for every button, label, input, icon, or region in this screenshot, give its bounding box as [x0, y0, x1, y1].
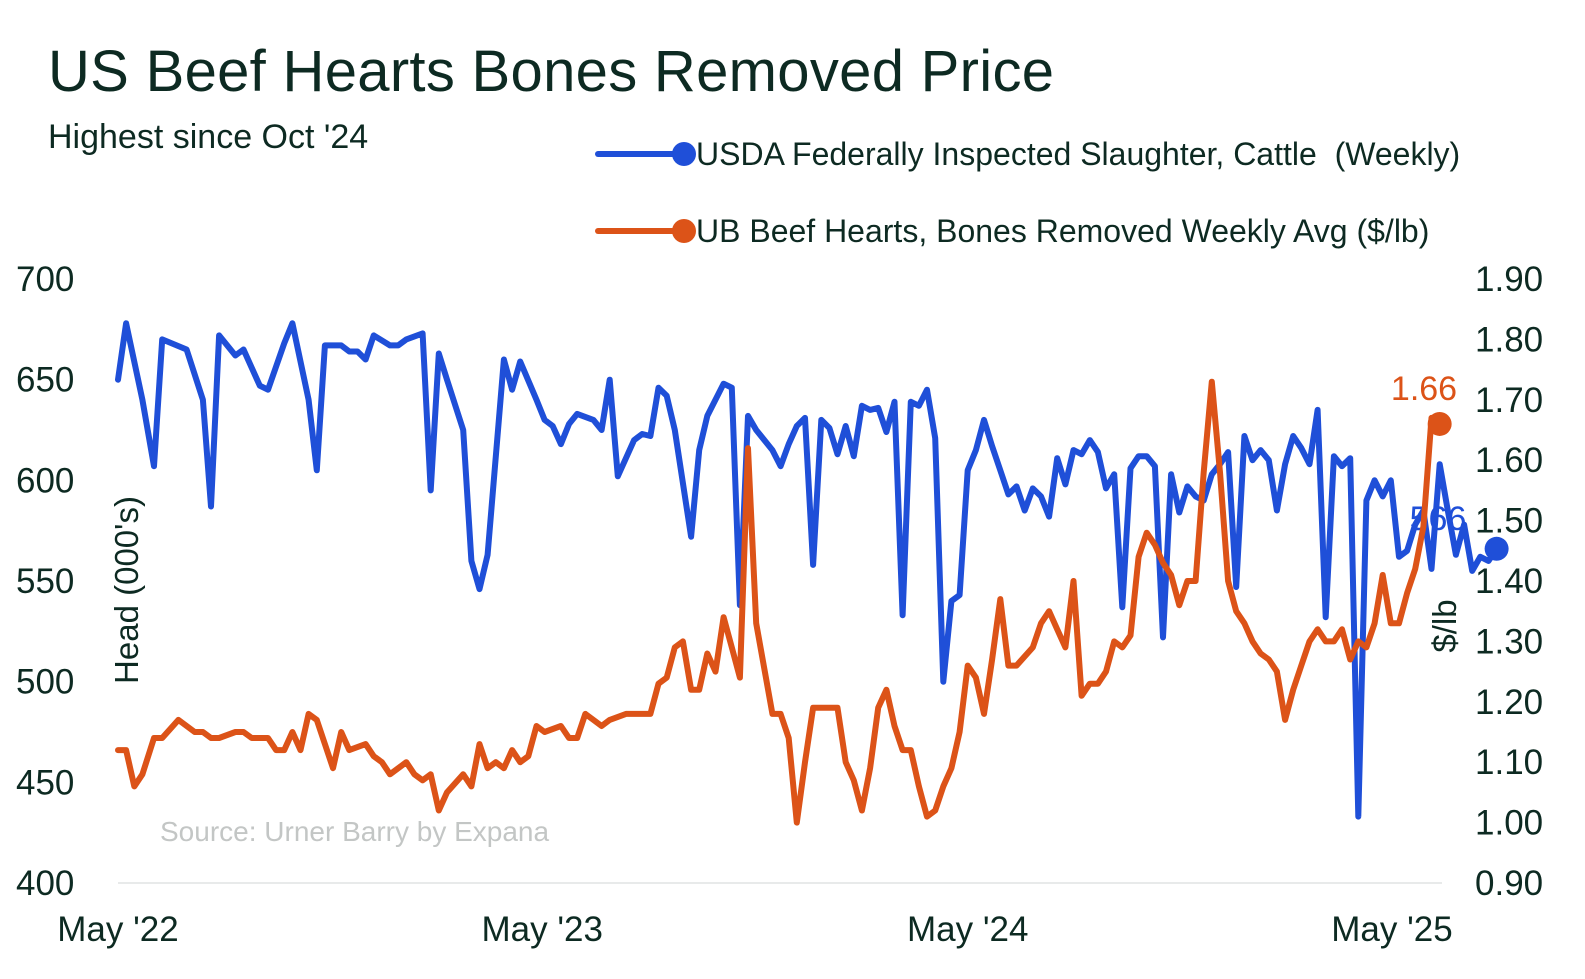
- legend-slaughter-label: USDA Federally Inspected Slaughter, Catt…: [696, 136, 1460, 172]
- y-right-tick-label: 1.90: [1475, 260, 1543, 299]
- y-left-axis-title: Head (000's): [108, 496, 145, 684]
- y-left-tick-label: 400: [16, 864, 74, 903]
- y-right-tick-label: 1.60: [1475, 441, 1543, 480]
- price-line: [115, 378, 1443, 826]
- x-tick-label: May '22: [57, 910, 178, 949]
- y-left-tick-label: 600: [16, 461, 74, 500]
- price-end-label: 1.66: [1391, 370, 1457, 408]
- y-right-ticks: 1.90 1.80 1.70 1.60 1.50 1.40 1.30 1.20 1.10 1.00…: [1475, 260, 1543, 903]
- y-right-axis-title: $/lb: [1426, 599, 1463, 652]
- y-right-tick-label: 1.70: [1475, 381, 1543, 420]
- y-left-tick-label: 500: [16, 663, 74, 702]
- source-note: Source: Urner Barry by Expana: [160, 816, 549, 847]
- legend-price-label: UB Beef Hearts, Bones Removed Weekly Avg…: [696, 213, 1429, 249]
- y-left-tick-label: 650: [16, 361, 74, 400]
- y-left-tick-label: 700: [16, 260, 74, 299]
- y-right-tick-label: 1.20: [1475, 683, 1543, 722]
- price-end-marker: [1427, 411, 1452, 436]
- x-tick-label: May '25: [1331, 910, 1452, 949]
- series-group: 566 1.66: [115, 320, 1509, 826]
- y-left-tick-label: 450: [16, 763, 74, 802]
- y-right-tick-label: 1.80: [1475, 320, 1543, 359]
- legend: USDA Federally Inspected Slaughter, Catt…: [595, 136, 1460, 249]
- x-tick-label: May '23: [482, 910, 603, 949]
- slaughter-end-label: 566: [1410, 500, 1467, 538]
- chart-subtitle: Highest since Oct '24: [48, 118, 369, 156]
- y-right-tick-label: 1.40: [1475, 562, 1543, 601]
- y-right-tick-label: 1.50: [1475, 502, 1543, 541]
- x-tick-label: May '24: [907, 910, 1028, 949]
- y-left-tick-label: 550: [16, 562, 74, 601]
- y-left-ticks: 700 650 600 550 500 450 400: [16, 260, 74, 903]
- y-right-tick-label: 1.30: [1475, 622, 1543, 661]
- chart-title: US Beef Hearts Bones Removed Price: [48, 39, 1055, 104]
- y-right-tick-label: 0.90: [1475, 864, 1543, 903]
- slaughter-line: [115, 320, 1500, 820]
- legend-slaughter-marker: [672, 142, 696, 166]
- slaughter-end-marker: [1484, 536, 1509, 561]
- legend-price-marker: [672, 219, 696, 243]
- x-ticks: May '22 May '23 May '24 May '25: [57, 910, 1452, 949]
- y-right-tick-label: 1.00: [1475, 804, 1543, 843]
- y-right-tick-label: 1.10: [1475, 743, 1543, 782]
